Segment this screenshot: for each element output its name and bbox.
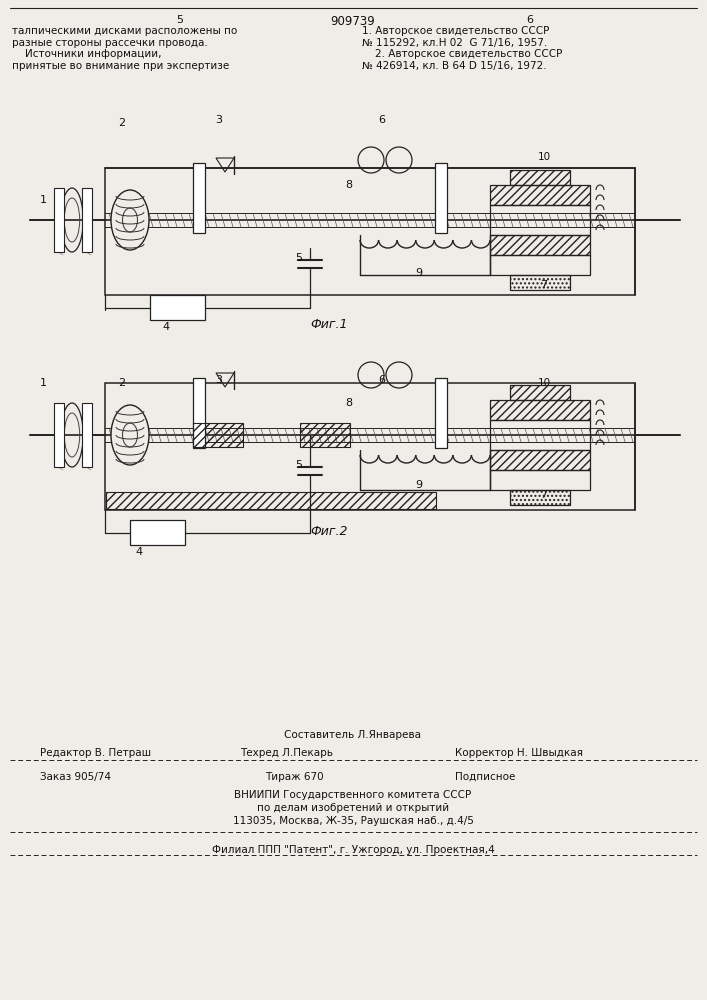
Text: 8: 8: [345, 398, 352, 408]
Ellipse shape: [111, 405, 149, 465]
Bar: [510, 490, 570, 505]
Text: Техред Л.Пекарь: Техред Л.Пекарь: [240, 748, 333, 758]
Bar: [510, 385, 570, 400]
Bar: [490, 420, 590, 450]
Text: 6: 6: [378, 375, 385, 385]
Text: 10: 10: [538, 378, 551, 388]
Ellipse shape: [122, 423, 137, 447]
Text: 1: 1: [40, 378, 47, 388]
Text: Редактор В. Петраш: Редактор В. Петраш: [40, 748, 151, 758]
Text: 909739: 909739: [331, 15, 375, 28]
Text: Фиг.1: Фиг.1: [310, 318, 348, 331]
Bar: [435, 378, 447, 448]
Text: 3: 3: [215, 375, 222, 385]
Ellipse shape: [122, 208, 137, 232]
Text: 3: 3: [215, 115, 222, 125]
Bar: [54, 403, 64, 467]
Bar: [490, 400, 590, 420]
Text: 4: 4: [135, 547, 142, 557]
Bar: [510, 275, 570, 290]
Text: 10: 10: [538, 152, 551, 162]
Text: 2: 2: [118, 378, 125, 388]
Bar: [490, 185, 590, 205]
Text: Подписное: Подписное: [455, 772, 515, 782]
Bar: [130, 520, 185, 545]
Text: 1. Авторское свидетельство СССР
№ 115292, кл.Н 02  G 71/16, 1957.
    2. Авторск: 1. Авторское свидетельство СССР № 115292…: [362, 26, 562, 71]
Bar: [193, 163, 205, 233]
Bar: [193, 378, 205, 448]
Bar: [193, 423, 243, 447]
Text: 113035, Москва, Ж-35, Раушская наб., д.4/5: 113035, Москва, Ж-35, Раушская наб., д.4…: [233, 816, 474, 826]
Bar: [510, 170, 570, 185]
Bar: [490, 450, 590, 470]
Text: 9: 9: [415, 268, 422, 278]
Text: 5: 5: [295, 253, 302, 263]
Text: 1: 1: [40, 195, 47, 205]
Text: Филиал ППП "Патент", г. Ужгород, ул. Проектная,4: Филиал ППП "Патент", г. Ужгород, ул. Про…: [211, 845, 494, 855]
Bar: [54, 188, 64, 252]
Text: 4: 4: [163, 322, 170, 332]
Text: 5: 5: [295, 460, 302, 470]
Text: Составитель Л.Январева: Составитель Л.Январева: [284, 730, 421, 740]
Bar: [490, 205, 590, 235]
Text: 6: 6: [378, 115, 385, 125]
Text: 8: 8: [345, 180, 352, 190]
Text: Фиг.2: Фиг.2: [310, 525, 348, 538]
Text: 7: 7: [540, 280, 547, 290]
Text: Корректор Н. Швыдкая: Корректор Н. Швыдкая: [455, 748, 583, 758]
Bar: [490, 235, 590, 255]
Text: Тираж 670: Тираж 670: [265, 772, 324, 782]
Bar: [82, 403, 92, 467]
Bar: [490, 470, 590, 490]
Text: ВНИИПИ Государственного комитета СССР: ВНИИПИ Государственного комитета СССР: [235, 790, 472, 800]
Text: по делам изобретений и открытий: по делам изобретений и открытий: [257, 803, 449, 813]
Text: 7: 7: [540, 490, 547, 500]
Bar: [82, 188, 92, 252]
Text: 5: 5: [177, 15, 184, 25]
Bar: [105, 168, 635, 295]
Text: Заказ 905/74: Заказ 905/74: [40, 772, 111, 782]
Bar: [435, 163, 447, 233]
Bar: [105, 383, 635, 510]
Text: 2: 2: [118, 118, 125, 128]
Bar: [106, 492, 436, 509]
Text: 9: 9: [415, 480, 422, 490]
Bar: [490, 255, 590, 275]
Bar: [150, 295, 205, 320]
Text: талпическими дисками расположены по
разные стороны рассечки провода.
    Источни: талпическими дисками расположены по разн…: [12, 26, 238, 71]
Ellipse shape: [111, 190, 149, 250]
Text: 6: 6: [527, 15, 534, 25]
Bar: [300, 423, 350, 447]
